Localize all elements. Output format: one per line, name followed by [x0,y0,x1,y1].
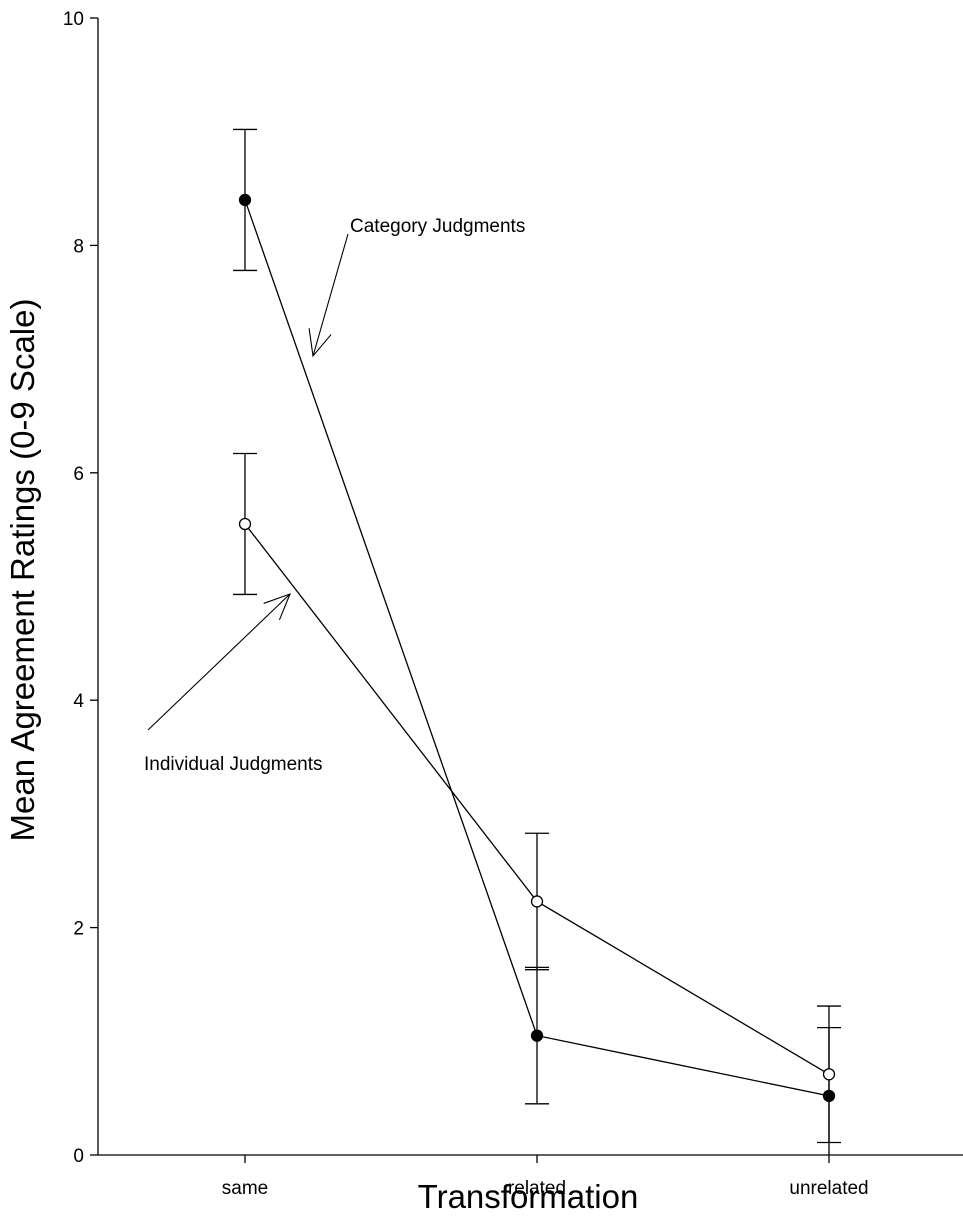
x-tick-label: related [508,1178,566,1199]
data-point [530,895,544,908]
data-point [238,517,252,531]
annotation-layer: Category Judgments Individual Judgments [144,216,525,775]
data-point [238,193,252,207]
series-layer [233,128,841,1155]
y-axis-title: Mean Agreement Ratings (0-9 Scale) [4,299,41,842]
y-tick-label: 8 [73,236,84,257]
y-ticks: 0 2 4 6 8 10 [63,9,98,1167]
data-point [530,1029,544,1042]
series-1 [233,128,841,1155]
y-tick-label: 2 [73,919,84,940]
annotation-label: Individual Judgments [144,754,323,775]
series-2 [233,452,841,1144]
annotation-2: Individual Judgments [144,593,323,775]
annotation-arrow-shaft [312,233,349,357]
annotation-1: Category Judgments [308,216,525,358]
y-tick-label: 6 [73,464,84,485]
data-point [822,1068,836,1081]
y-tick-label: 0 [73,1146,84,1167]
x-tick-label: same [222,1178,268,1199]
annotation-arrow-shaft [147,593,291,731]
annotation-label: Category Judgments [350,216,525,237]
y-tick-label: 4 [73,691,84,712]
x-tick-label: unrelated [789,1178,868,1199]
annotation-arrow-head [263,593,291,621]
axes [97,18,963,1156]
y-tick-label: 10 [63,9,84,30]
x-axis-title: Transformation [418,1178,639,1215]
x-ticks: same related unrelated [222,1155,869,1199]
annotation-arrow-head [308,328,332,358]
